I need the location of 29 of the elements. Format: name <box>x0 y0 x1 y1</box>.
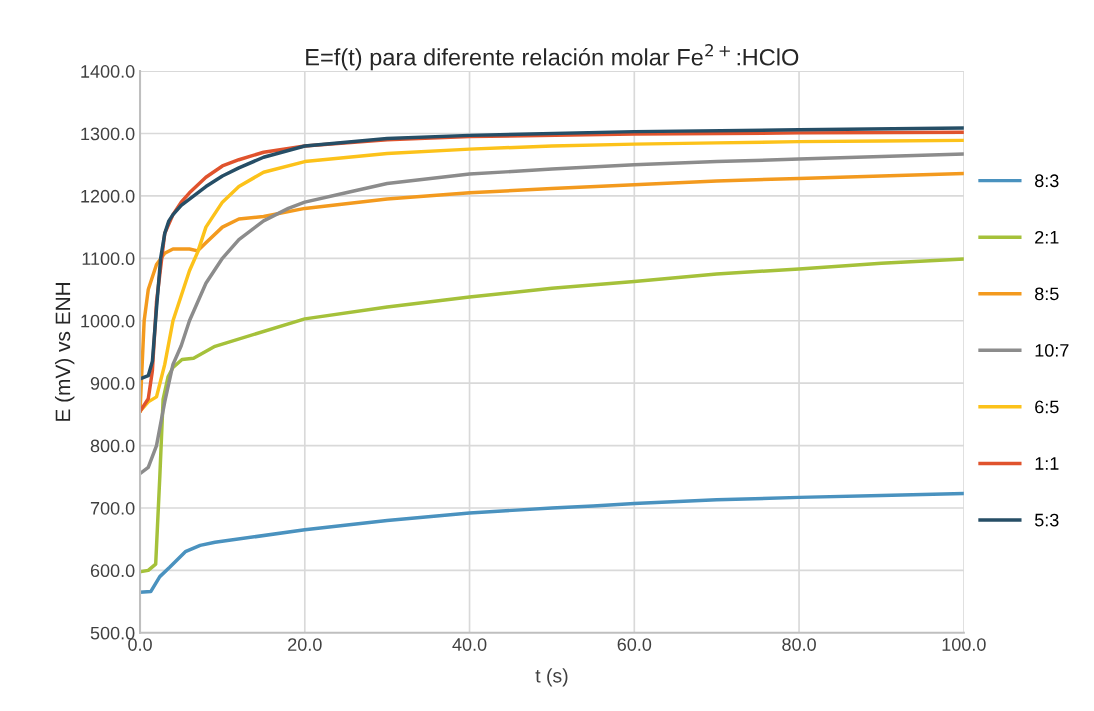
legend-label: 2:1 <box>1035 230 1059 244</box>
legend-label: 1:1 <box>1035 457 1059 470</box>
line-series <box>140 257 964 574</box>
y-tick-label: 1100.0 <box>82 252 135 266</box>
x-tick-label: 40.0 <box>452 638 487 651</box>
y-tick-label: 1300.0 <box>81 127 135 141</box>
x-tick-label: 80.0 <box>782 638 816 651</box>
chart-title: E=f(t) para diferente relación molar Fe$^{2+}$:HClO <box>306 44 799 71</box>
y-tick-label: 700.0 <box>90 501 135 515</box>
y-axis-title: E (mV) vs ENH <box>54 283 75 421</box>
line-series <box>140 152 964 476</box>
y-tick-label: 1400.0 <box>81 65 135 78</box>
x-tick-label: 100.0 <box>942 638 986 651</box>
line-series <box>140 491 964 594</box>
x-tick-label: 0.0 <box>128 638 152 651</box>
y-tick-label: 1000.0 <box>81 314 135 328</box>
legend-label: 6:5 <box>1035 400 1059 414</box>
x-tick-label: 60.0 <box>617 638 652 651</box>
y-tick-label: 900.0 <box>90 377 135 390</box>
legend-label: 8:3 <box>1035 174 1059 188</box>
x-tick-label: 20.0 <box>288 638 322 651</box>
y-tick-label: 500.0 <box>90 626 135 640</box>
y-tick-label: 600.0 <box>90 564 135 578</box>
y-tick-label: 800.0 <box>90 439 135 453</box>
legend-label: 8:5 <box>1035 287 1059 301</box>
legend-label: 5:3 <box>1034 513 1059 527</box>
x-axis-title: t (s) <box>535 668 568 687</box>
legend-label: 10:7 <box>1035 344 1069 357</box>
y-tick-label: 1200.0 <box>81 189 135 203</box>
